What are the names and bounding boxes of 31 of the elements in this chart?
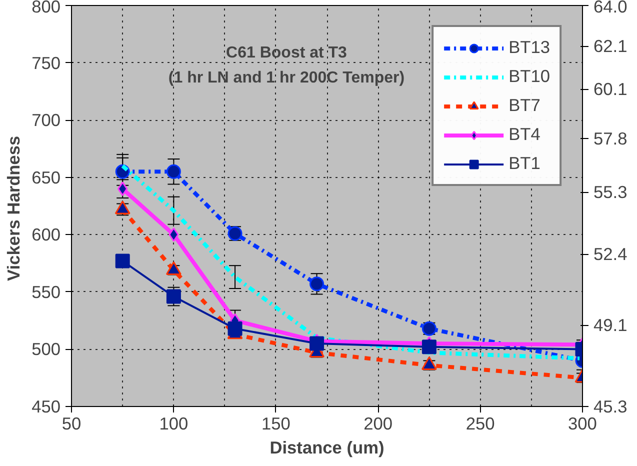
y-axis-title: Vickers Hardness [4, 136, 24, 281]
text: (1 hr LN and 1 hr 200C Temper) [168, 70, 405, 86]
y-tick-label: 700 [32, 110, 61, 130]
x-axis-title: Distance (um) [270, 438, 384, 458]
y-tick-label: 500 [32, 339, 61, 360]
y2-tick-label: 49.1 [594, 315, 628, 336]
y2-tick-label: 60.1 [594, 79, 628, 100]
legend-label: BT13 [508, 37, 550, 58]
y-tick-label: 750 [32, 52, 61, 73]
x-tick-label: 50 [62, 414, 82, 434]
y2-tick-label: 64.0 [594, 0, 628, 16]
y-tick-label: 650 [32, 167, 61, 188]
y-tick-label: 550 [32, 282, 61, 302]
legend-label: BT7 [508, 95, 540, 116]
y-tick-label: 800 [32, 0, 61, 16]
y2-tick-label: 45.3 [594, 396, 628, 416]
legend-label: BT4 [508, 124, 540, 145]
x-tick-label: 150 [261, 414, 290, 434]
y2-tick-label: 52.4 [594, 244, 628, 264]
y2-tick-label: 57.8 [594, 128, 628, 148]
legend-label: BT10 [508, 66, 550, 87]
x-tick-label: 300 [568, 414, 597, 434]
y2-tick-label: 55.3 [594, 182, 628, 202]
y-tick-label: 600 [32, 224, 61, 245]
legend-label: BT1 [508, 153, 540, 174]
x-tick-label: 100 [159, 414, 188, 434]
y-tick-label: 450 [32, 396, 61, 416]
x-tick-label: 250 [466, 414, 495, 434]
y2-tick-label: 62.1 [594, 36, 628, 56]
text: C61 Boost at T3 [226, 44, 348, 62]
x-tick-label: 200 [364, 414, 393, 434]
